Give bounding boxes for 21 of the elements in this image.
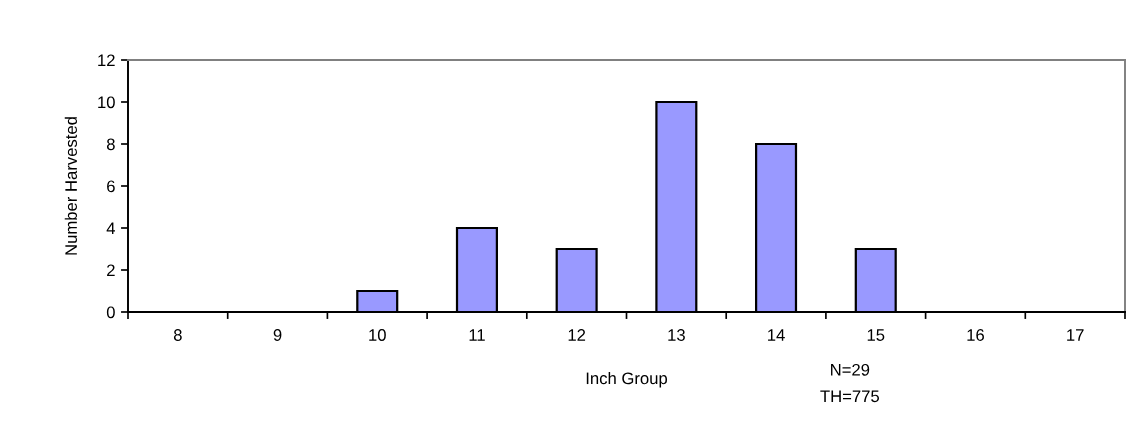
y-tick-label: 10 (98, 96, 115, 109)
text: N=29 (831, 363, 870, 376)
x-tick-label: 16 (967, 329, 984, 341)
text: TH=775 (820, 390, 880, 403)
y-tick-label: 8 (106, 138, 115, 151)
y-tick-label: 12 (98, 54, 115, 67)
x-axis-title: Inch Group (586, 371, 668, 388)
x-tick-label: 9 (273, 329, 282, 341)
x-tick-label: 8 (173, 329, 182, 341)
y-tick-label: 2 (107, 264, 115, 277)
x-tick-label: 12 (568, 329, 586, 341)
x-tick-label: 15 (867, 329, 885, 341)
y-tick-label: 4 (106, 222, 116, 235)
x-tick-label: 11 (469, 329, 485, 341)
x-tick-label: 13 (668, 329, 685, 341)
y-axis-title: Number Harvested (64, 117, 77, 255)
y-tick-label: 0 (106, 306, 115, 319)
x-tick-label: 10 (369, 329, 386, 341)
x-tick-label: 14 (768, 329, 785, 341)
x-tick-label: 17 (1067, 329, 1084, 341)
y-tick-label: 6 (107, 180, 115, 193)
